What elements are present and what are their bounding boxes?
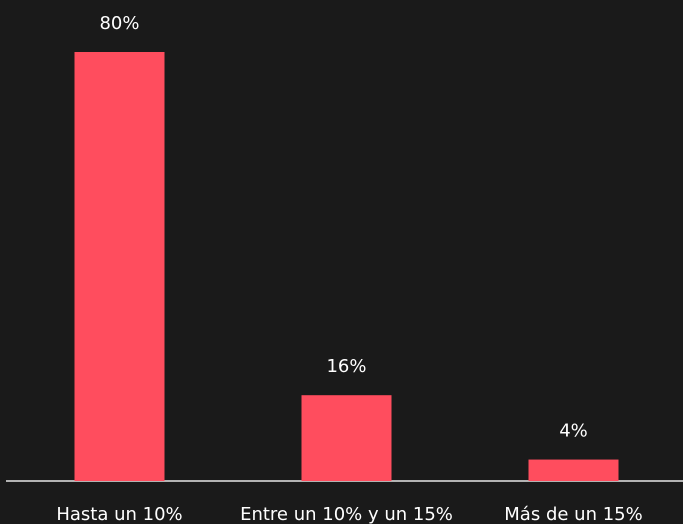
bar <box>301 395 392 481</box>
bar <box>74 52 165 481</box>
value-label: 80% <box>99 13 139 34</box>
bar <box>528 459 619 481</box>
x-tick-label: Entre un 10% y un 15% <box>240 504 453 524</box>
value-label: 4% <box>559 421 588 442</box>
x-tick-label: Hasta un 10% <box>56 504 182 524</box>
x-tick-label: Más de un 15% <box>504 504 642 524</box>
value-label: 16% <box>326 356 366 377</box>
